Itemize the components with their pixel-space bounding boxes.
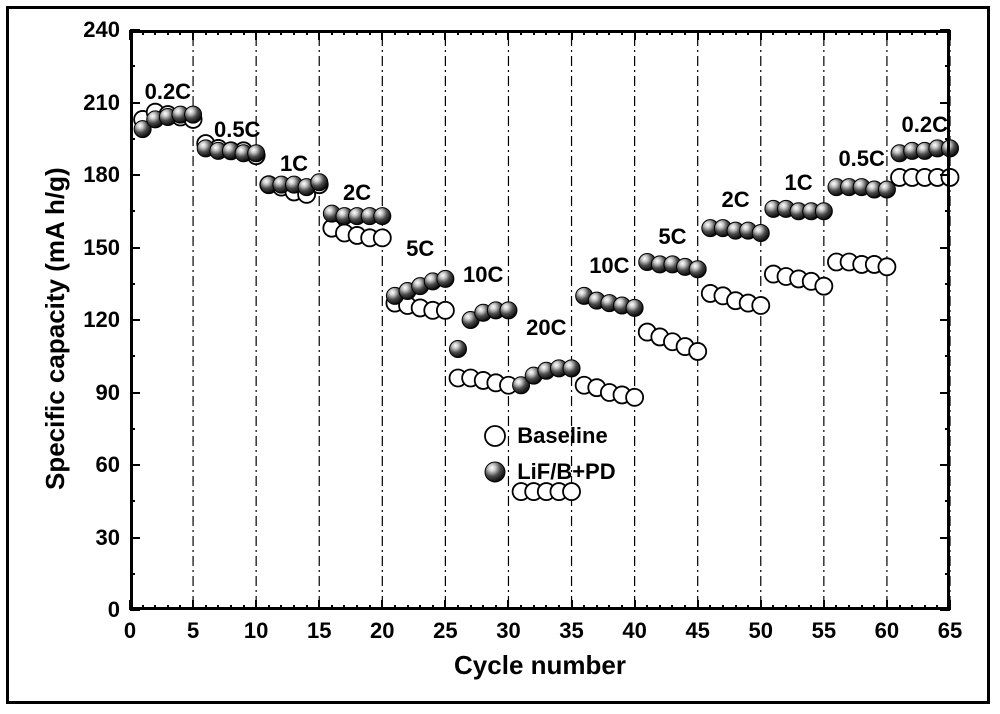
y-tick-label: 0 bbox=[108, 597, 120, 623]
rate-label: 2C bbox=[343, 180, 371, 206]
x-tick-label: 65 bbox=[938, 618, 962, 644]
rate-label: 20C bbox=[526, 315, 566, 341]
y-tick-label: 180 bbox=[83, 162, 120, 188]
x-axis-title: Cycle number bbox=[454, 650, 626, 681]
rate-label: 2C bbox=[721, 187, 749, 213]
y-tick-label: 210 bbox=[83, 90, 120, 116]
rate-label: 1C bbox=[785, 170, 813, 196]
y-tick-label: 30 bbox=[96, 525, 120, 551]
figure-root: 0 5 10 15 20 25 30 35 40 45 50 55 60 65 0 30 60 90 120 150 1… bbox=[0, 0, 1000, 714]
y-tick-label: 150 bbox=[83, 235, 120, 261]
rate-label: 5C bbox=[406, 236, 434, 262]
x-tick-label: 50 bbox=[749, 618, 773, 644]
x-tick-label: 10 bbox=[244, 618, 268, 644]
legend-entry-label: Baseline bbox=[517, 423, 608, 449]
x-tick-label: 25 bbox=[433, 618, 457, 644]
rate-label: 0.2C bbox=[145, 79, 191, 105]
x-tick-label: 60 bbox=[875, 618, 899, 644]
rate-label: 10C bbox=[589, 253, 629, 279]
rate-label: 5C bbox=[658, 224, 686, 250]
x-tick-label: 0 bbox=[124, 618, 136, 644]
y-tick-label: 120 bbox=[83, 307, 120, 333]
x-tick-label: 20 bbox=[370, 618, 394, 644]
rate-label: 1C bbox=[280, 151, 308, 177]
x-tick-label: 55 bbox=[812, 618, 836, 644]
y-tick-label: 90 bbox=[96, 380, 120, 406]
rate-label: 0.2C bbox=[902, 112, 948, 138]
y-tick-label: 60 bbox=[96, 452, 120, 478]
x-tick-label: 40 bbox=[622, 618, 646, 644]
rate-label: 0.5C bbox=[214, 117, 260, 143]
x-tick-label: 30 bbox=[496, 618, 520, 644]
rate-label: 10C bbox=[463, 262, 503, 288]
legend-entry-label: LiF/B+PD bbox=[517, 459, 615, 485]
y-tick-label: 240 bbox=[83, 17, 120, 43]
x-tick-label: 15 bbox=[307, 618, 331, 644]
rate-label: 0.5C bbox=[838, 146, 884, 172]
x-tick-label: 5 bbox=[187, 618, 199, 644]
y-axis-title: Specific capacity (mA h/g) bbox=[40, 167, 71, 490]
x-tick-label: 45 bbox=[685, 618, 709, 644]
x-tick-label: 35 bbox=[559, 618, 583, 644]
